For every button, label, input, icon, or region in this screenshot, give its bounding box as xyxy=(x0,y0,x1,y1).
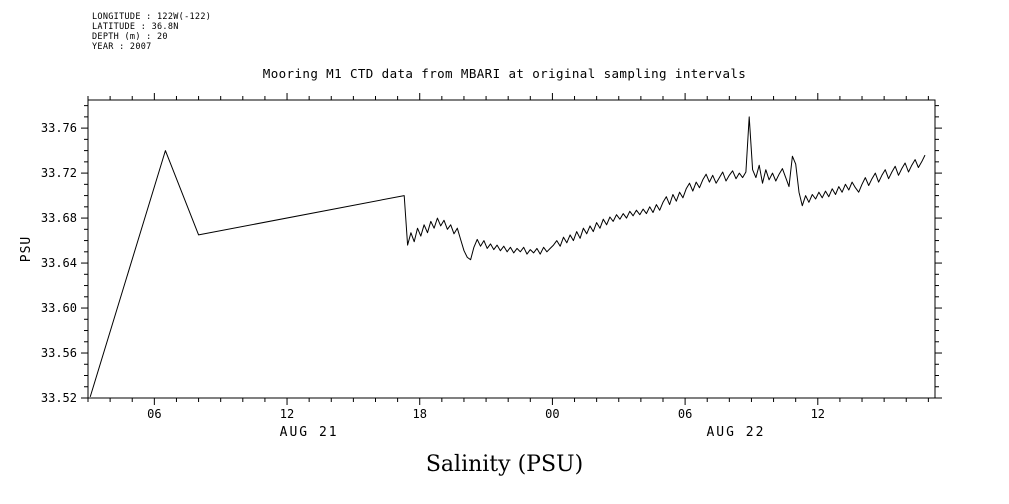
x-axis-caption: Salinity (PSU) xyxy=(425,452,584,477)
day-label: AUG 22 xyxy=(706,425,765,440)
y-tick-label: 33.60 xyxy=(41,301,77,315)
x-tick-label: 12 xyxy=(280,407,294,421)
y-tick-label: 33.72 xyxy=(41,166,77,180)
y-tick-label: 33.76 xyxy=(41,121,77,135)
metadata-latitude: LATITUDE : 36.8N xyxy=(92,22,179,32)
x-tick-label: 06 xyxy=(678,407,692,421)
y-tick-label: 33.68 xyxy=(41,211,77,225)
y-tick-label: 33.56 xyxy=(41,346,77,360)
day-label: AUG 21 xyxy=(280,425,339,440)
y-tick-label: 33.52 xyxy=(41,391,77,405)
metadata-longitude: LONGITUDE : 122W(-122) xyxy=(92,12,212,22)
metadata-block: LONGITUDE : 122W(-122) LATITUDE : 36.8N … xyxy=(92,12,211,52)
metadata-year: YEAR : 2007 xyxy=(92,42,152,52)
metadata-depth: DEPTH (m) : 20 xyxy=(92,32,168,42)
x-tick-label: 06 xyxy=(147,407,161,421)
plot-frame xyxy=(87,99,936,399)
y-tick-label: 33.64 xyxy=(41,256,77,270)
chart-title: Mooring M1 CTD data from MBARI at origin… xyxy=(262,66,747,81)
salinity-line xyxy=(89,116,926,398)
x-tick-label: 12 xyxy=(811,407,825,421)
x-tick-label: 00 xyxy=(545,407,559,421)
y-axis-label: PSU xyxy=(19,236,34,262)
x-tick-label: 18 xyxy=(412,407,426,421)
